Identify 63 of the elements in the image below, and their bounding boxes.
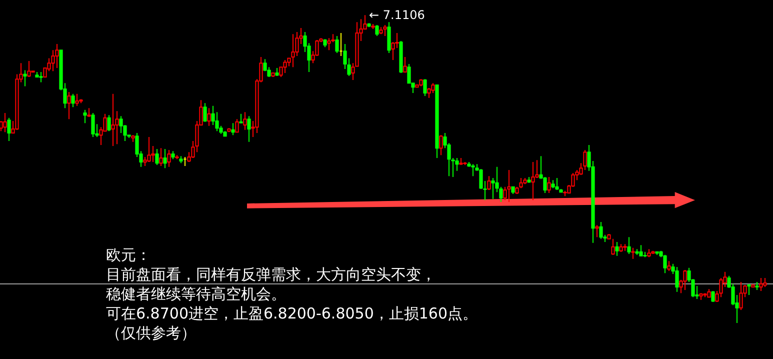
candlestick	[291, 34, 295, 68]
candlestick	[327, 38, 331, 51]
candlestick	[487, 176, 491, 190]
candlestick	[423, 78, 427, 97]
candlestick	[439, 134, 443, 156]
candlestick	[111, 93, 115, 146]
candlestick	[627, 236, 631, 255]
candlestick	[55, 44, 59, 69]
candlestick	[547, 176, 551, 194]
candlestick	[739, 282, 743, 311]
candlestick	[667, 260, 671, 272]
candlestick	[107, 114, 111, 132]
candlestick	[239, 113, 243, 124]
candlestick	[163, 148, 167, 169]
candlestick	[663, 254, 667, 274]
text: （仅供参考）	[106, 324, 196, 342]
candlestick	[3, 112, 7, 133]
candlestick	[611, 238, 615, 256]
candlestick	[555, 177, 559, 190]
candlestick	[167, 149, 171, 168]
candlestick	[375, 24, 379, 37]
candlestick	[711, 290, 715, 303]
annotation: 目前盘面看，同样有反弹需求，大方向空头不变，	[106, 266, 436, 284]
candlestick	[683, 270, 687, 291]
candlestick	[23, 70, 27, 87]
annotation: 可在6.8700进空，止盈6.8200-6.8050，止损160点。	[106, 304, 478, 322]
candlestick	[595, 224, 599, 238]
candlestick	[27, 60, 31, 78]
candlestick	[531, 161, 535, 201]
candlestick	[71, 93, 75, 108]
annotation: 欧元：	[106, 246, 151, 264]
candlestick	[639, 244, 643, 256]
candlestick	[147, 136, 151, 162]
candlestick	[67, 92, 71, 120]
candlestick	[155, 148, 159, 166]
candlestick	[387, 22, 391, 54]
candlestick	[235, 118, 239, 133]
candlestick	[75, 93, 79, 106]
candlestick	[471, 164, 475, 177]
candlestick	[231, 122, 235, 136]
candlestick	[507, 169, 511, 202]
candlestick	[247, 116, 251, 142]
candlestick	[159, 148, 163, 166]
candlestick	[383, 24, 387, 37]
candlestick	[207, 108, 211, 126]
candlestick	[675, 266, 679, 292]
candlestick	[39, 72, 43, 83]
candlestick	[599, 221, 603, 240]
candlestick	[7, 117, 11, 142]
candlestick	[759, 278, 763, 292]
candlestick	[91, 112, 95, 138]
candlestick	[335, 36, 339, 54]
candlestick	[631, 247, 635, 260]
candlestick	[203, 102, 207, 122]
candlestick	[283, 60, 287, 74]
candlestick	[83, 109, 87, 124]
annotation: 稳健者继续等待高空机会。	[106, 285, 286, 303]
candlestick	[747, 283, 751, 296]
candlestick	[407, 64, 411, 84]
candlestick	[615, 242, 619, 256]
candlestick	[403, 56, 407, 73]
candlestick	[243, 112, 247, 130]
annotation: ← 7.1106	[369, 8, 425, 22]
